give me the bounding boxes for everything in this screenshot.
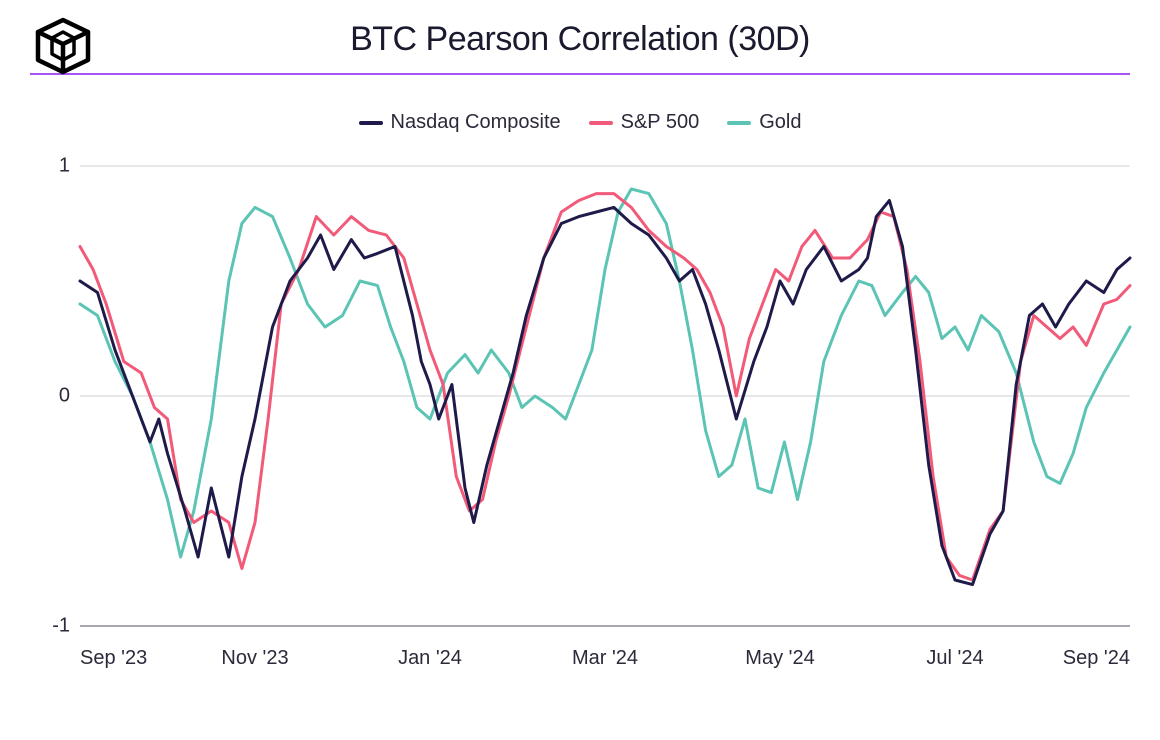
series-nasdaq	[80, 201, 1130, 585]
legend-item-gold[interactable]: Gold	[727, 111, 801, 134]
y-tick-label: 0	[30, 385, 70, 408]
y-tick-label: 1	[30, 155, 70, 178]
header: BTC Pearson Correlation (30D)	[30, 20, 1130, 75]
x-tick-label: Sep '24	[1063, 647, 1130, 670]
x-tick-label: Jan '24	[398, 647, 462, 670]
chart-title: BTC Pearson Correlation (30D)	[30, 20, 1130, 59]
legend-label: Gold	[759, 111, 801, 134]
legend-item-nasdaq[interactable]: Nasdaq Composite	[359, 111, 561, 134]
x-tick-label: Nov '23	[221, 647, 288, 670]
cube-logo-icon	[30, 14, 96, 85]
x-tick-label: May '24	[745, 647, 814, 670]
legend-swatch	[589, 121, 613, 125]
y-tick-label: -1	[30, 615, 70, 638]
x-tick-label: Sep '23	[80, 647, 147, 670]
x-tick-label: Mar '24	[572, 647, 638, 670]
legend-swatch	[359, 121, 383, 125]
legend-swatch	[727, 121, 751, 125]
series-sp500	[80, 194, 1130, 580]
plot-region	[80, 166, 1130, 626]
chart-container: BTC Pearson Correlation (30D) Nasdaq Com…	[0, 0, 1160, 740]
legend-label: Nasdaq Composite	[391, 111, 561, 134]
legend: Nasdaq Composite S&P 500 Gold	[30, 111, 1130, 134]
chart-area: -1 0 1 Sep '23 Nov '23 Jan '24 Mar '24 M…	[30, 146, 1130, 686]
legend-item-sp500[interactable]: S&P 500	[589, 111, 700, 134]
chart-svg	[80, 166, 1130, 626]
legend-label: S&P 500	[621, 111, 700, 134]
x-tick-label: Jul '24	[926, 647, 983, 670]
